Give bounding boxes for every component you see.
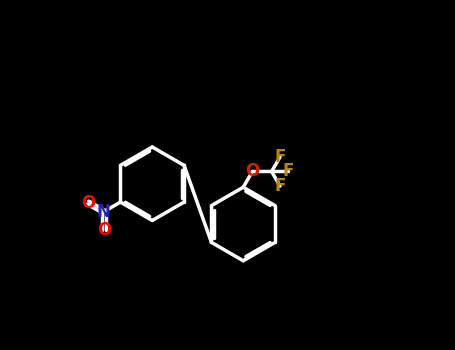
Text: O: O [81, 194, 95, 212]
Text: O: O [245, 162, 259, 181]
Text: F: F [274, 148, 286, 166]
Text: F: F [274, 177, 286, 195]
Text: O: O [96, 221, 111, 239]
Text: F: F [283, 162, 294, 181]
Text: N: N [97, 203, 111, 221]
